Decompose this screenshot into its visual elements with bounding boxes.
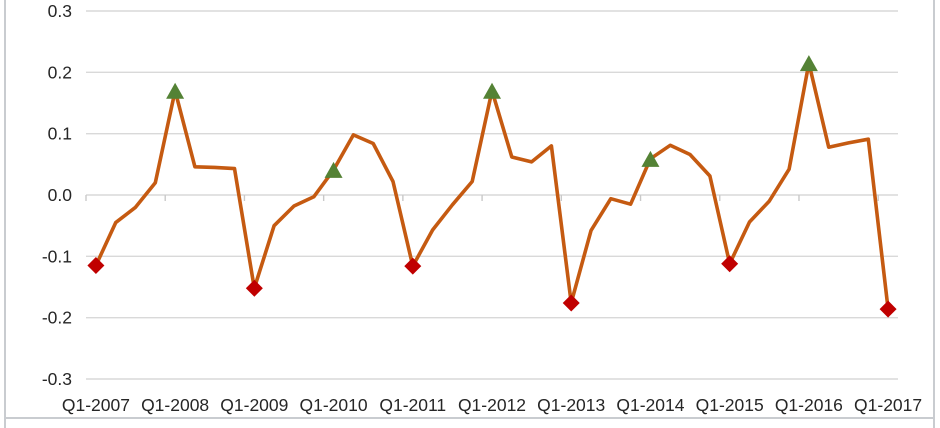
y-axis-label: -0.3: [42, 369, 72, 389]
x-axis-label: Q1-2012: [458, 395, 526, 415]
y-axis-label: 0.1: [48, 124, 72, 144]
trough-marker-diamond: [721, 255, 739, 273]
window-border-left: [4, 0, 6, 428]
window-border-right: [933, 0, 935, 428]
x-axis-label: Q1-2007: [62, 395, 130, 415]
peak-marker-triangle: [483, 82, 501, 99]
peak-marker-triangle: [641, 150, 660, 167]
y-axis-label: -0.2: [42, 308, 72, 328]
y-axis-label: 0.0: [48, 185, 73, 205]
x-axis-label: Q1-2009: [220, 395, 288, 415]
peak-marker-triangle: [166, 82, 185, 99]
peak-marker-triangle: [324, 161, 343, 178]
x-axis-label: Q1-2008: [141, 395, 209, 415]
x-axis-label: Q1-2013: [537, 395, 605, 415]
y-axis-label: 0.3: [48, 1, 72, 21]
x-axis-label: Q1-2015: [696, 395, 764, 415]
window-border-bottom: [4, 417, 935, 419]
y-axis-label: 0.2: [48, 62, 72, 82]
peak-marker-triangle: [799, 55, 818, 72]
x-axis-label: Q1-2014: [616, 395, 684, 415]
series-line: [94, 61, 890, 311]
x-axis-label: Q1-2010: [300, 395, 368, 415]
x-axis-label: Q1-2011: [379, 395, 446, 415]
y-axis-label: -0.1: [42, 246, 72, 266]
x-axis-label: Q1-2016: [775, 395, 843, 415]
trough-marker-diamond: [562, 294, 580, 312]
trough-marker-diamond: [87, 257, 105, 275]
trough-marker-diamond: [879, 300, 897, 318]
trough-marker-diamond: [404, 257, 422, 275]
trough-marker-diamond: [245, 279, 263, 297]
x-axis-label: Q1-2017: [854, 395, 922, 415]
